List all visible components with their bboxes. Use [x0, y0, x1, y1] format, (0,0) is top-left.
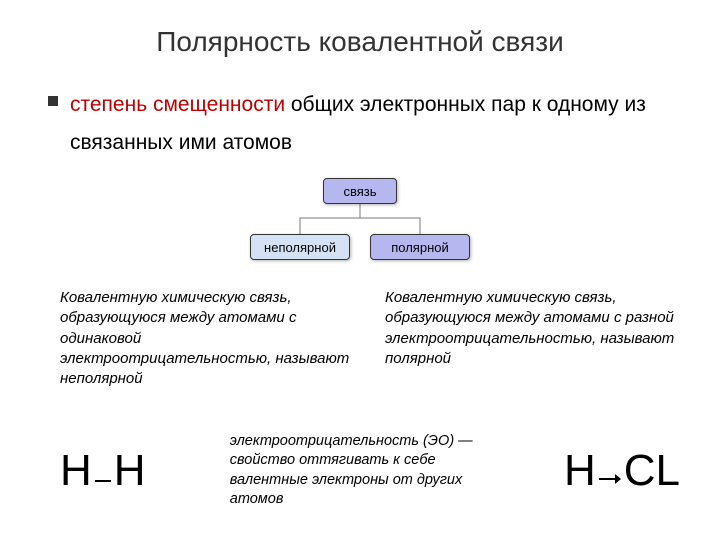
bullet-marker-icon [48, 96, 58, 106]
formula-right: H CL [564, 446, 680, 496]
bullet-item: степень смещенности общих электронных па… [48, 86, 680, 162]
formula-right-a: H [564, 446, 596, 496]
diagram-root-node: связь [323, 178, 397, 204]
bond-line-icon [95, 446, 111, 496]
bullet-red-text: степень смещенности [70, 93, 285, 116]
diagram-right-node: полярной [370, 234, 470, 260]
diagram-left-node: неполярной [250, 234, 350, 260]
definition-left: Ковалентную химическую связь, образующую… [60, 288, 355, 389]
formula-left: H H [60, 446, 146, 496]
formula-right-b: CL [624, 446, 680, 496]
definitions-row: Ковалентную химическую связь, образующую… [60, 288, 680, 389]
slide-title: Полярность ковалентной связи [0, 26, 720, 58]
diagram-left-label: неполярной [264, 240, 336, 255]
diagram-root-label: связь [343, 184, 376, 199]
formula-left-a: H [60, 446, 92, 496]
hierarchy-diagram: связь неполярной полярной [0, 178, 720, 278]
diagram-right-label: полярной [391, 240, 449, 255]
formula-left-b: H [114, 446, 146, 496]
formula-row: H H электроотрицательность (ЭО) — свойст… [60, 432, 680, 510]
electronegativity-note: электроотрицательность (ЭО) — свойство о… [230, 432, 480, 510]
definition-right: Ковалентную химическую связь, образующую… [385, 288, 680, 389]
bond-arrow-icon [599, 446, 621, 496]
bullet-text: степень смещенности общих электронных па… [70, 86, 680, 162]
